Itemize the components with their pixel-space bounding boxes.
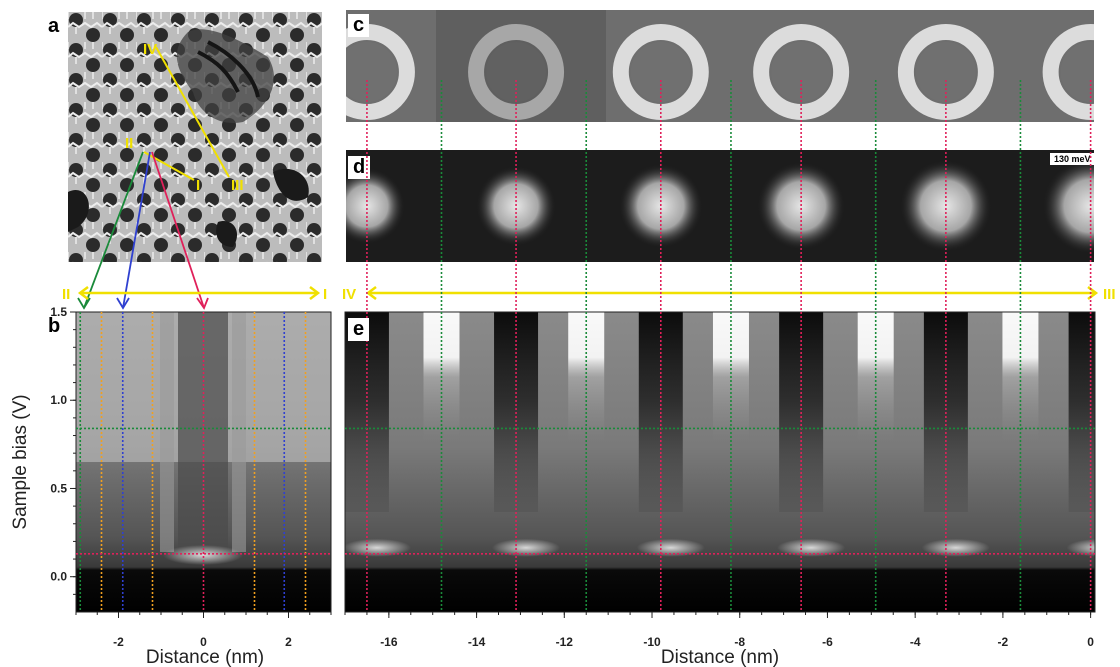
arrow-label-IV: IV [342,286,356,303]
bright-blob [492,538,561,557]
arrow-red [151,151,205,309]
x-tick-label: -16 [380,635,398,649]
x-tick-label: 2 [285,635,292,649]
pore [1060,42,1094,102]
x-tick-label: -4 [910,635,921,649]
bright-blob [345,538,411,557]
panel-label-a: a [48,15,60,37]
panel-label-e: e [348,318,370,341]
x-tick-label: -8 [734,635,745,649]
bright-blob [777,538,846,557]
heatmap-e [345,312,1095,612]
panel-d-strip [346,150,1094,262]
line-IV-III [155,46,230,178]
topography-image: IV II I III [68,12,322,262]
panel-label-b: b [48,315,61,337]
marker-IV: IV [143,41,157,58]
marker-III: III [231,177,244,194]
x-tick-label: 0 [1087,635,1094,649]
arrow-green [83,151,144,309]
panel-label-c: c [348,14,370,37]
y-tick-label: 1.0 [50,393,67,407]
x-axis-title-b: Distance (nm) [146,647,264,667]
bright-blob [636,538,705,557]
marker-I: I [196,177,200,194]
arrow-blue [122,151,151,309]
x-tick-label: -12 [556,635,574,649]
panel-label-d: d [348,156,371,179]
x-tick-label: -6 [822,635,833,649]
y-tick-label: 0.0 [50,570,67,584]
bright-blob [921,538,990,557]
y-tick-label: 0.5 [50,481,67,495]
bright-blob [1066,538,1095,557]
x-axis-title-e: Distance (nm) [661,647,779,667]
pore [915,42,976,102]
pore [771,42,832,102]
glow-spot [346,168,405,244]
pore [486,42,547,102]
panel-c-strip [346,10,1094,122]
x-tick-label: -2 [998,635,1009,649]
arrow-label-II: II [62,286,70,303]
glow-spot [1042,158,1094,254]
pore [630,42,691,102]
pore [346,42,397,102]
strip-c-image [346,10,1094,122]
x-tick-label: -2 [113,635,124,649]
x-tick-label: -14 [468,635,486,649]
x-tick-label: -10 [643,635,661,649]
arrow-label-III: III [1103,286,1116,303]
x-tick-label: 0 [200,635,207,649]
marker-II: II [125,135,133,152]
energy-label: 130 meV [1050,153,1095,165]
panel-a-topography: IV II I III [68,12,322,262]
y-axis-title: Sample bias (V) [10,394,31,529]
line-II-I [143,151,195,181]
y-tick-label: 1.5 [50,305,67,319]
arrow-label-I: I [323,286,327,303]
